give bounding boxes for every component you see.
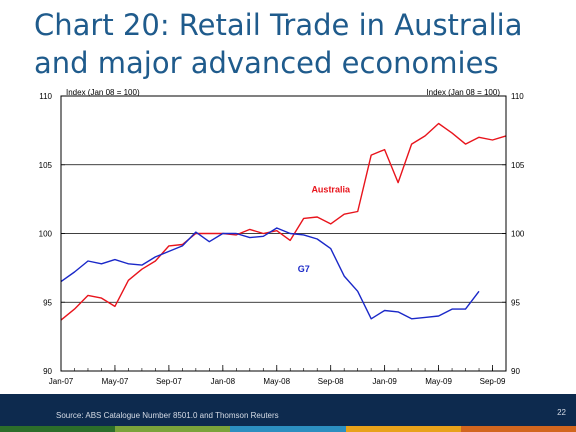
axis-labels: 90 90 95 95 100 100 105 105 110 110 Jan-07 May-07 Se… bbox=[39, 88, 525, 386]
series-lines bbox=[60, 122, 507, 321]
left-y-tick-label: 110 bbox=[39, 92, 52, 101]
left-y-tick-label: 95 bbox=[43, 298, 52, 307]
x-tick-label: Jan-08 bbox=[211, 377, 236, 386]
left-axis-label: Index (Jan 08 = 100) bbox=[66, 88, 140, 97]
x-tick-label: Sep-07 bbox=[156, 377, 182, 386]
series-line-australia bbox=[60, 122, 507, 321]
color-strip-segment bbox=[115, 426, 231, 432]
color-strip-segment bbox=[460, 426, 576, 432]
x-tick-label: Jan-07 bbox=[49, 377, 74, 386]
x-tick-label: Sep-09 bbox=[480, 377, 506, 386]
slide-title-line-1: Chart 20: Retail Trade in Australia bbox=[34, 8, 523, 42]
x-tick-label: Sep-08 bbox=[318, 377, 344, 386]
slide-title-line-2: and major advanced economies bbox=[34, 46, 499, 80]
color-strip-segment bbox=[230, 426, 346, 432]
slide-title: Chart 20: Retail Trade in Australia and … bbox=[34, 6, 564, 82]
right-y-tick-label: 95 bbox=[511, 298, 520, 307]
series-label-australia: Australia bbox=[311, 184, 351, 194]
right-y-tick-label: 105 bbox=[511, 161, 525, 170]
series-label-g7: G7 bbox=[298, 264, 310, 274]
x-tick-label: May-07 bbox=[102, 377, 129, 386]
x-tick-label: May-08 bbox=[263, 377, 290, 386]
gridlines bbox=[61, 164, 506, 303]
right-y-tick-label: 100 bbox=[511, 230, 525, 239]
page-number: 22 bbox=[557, 408, 566, 417]
plot-frame bbox=[60, 95, 507, 372]
left-y-tick-label: 100 bbox=[39, 230, 53, 239]
footer-bar: Source: ABS Catalogue Number 8501.0 and … bbox=[0, 394, 576, 426]
right-y-tick-label: 90 bbox=[511, 367, 520, 376]
right-y-tick-label: 110 bbox=[511, 92, 524, 101]
right-axis-label: Index (Jan 08 = 100) bbox=[426, 88, 500, 97]
color-strip-segment bbox=[345, 426, 461, 432]
retail-trade-line-chart: 90 90 95 95 100 100 105 105 110 110 Jan-07 May-07 Se… bbox=[39, 88, 525, 386]
x-tick-label: Jan-09 bbox=[372, 377, 397, 386]
color-strip-segment bbox=[0, 426, 116, 432]
left-y-tick-label: 90 bbox=[43, 367, 52, 376]
source-note: Source: ABS Catalogue Number 8501.0 and … bbox=[56, 411, 279, 420]
x-tick-label: May-09 bbox=[425, 377, 452, 386]
left-y-tick-label: 105 bbox=[39, 161, 53, 170]
series-line-g7 bbox=[60, 227, 480, 320]
color-strip bbox=[0, 426, 576, 432]
